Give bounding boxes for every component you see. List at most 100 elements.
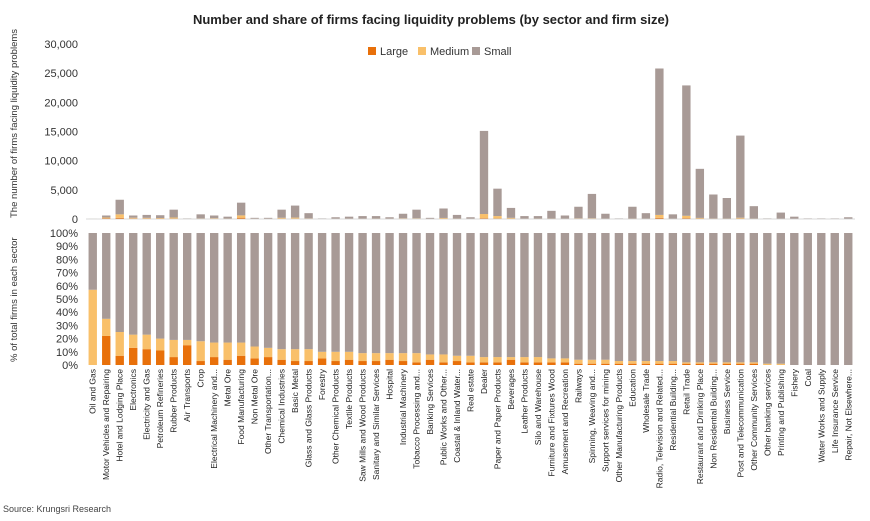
- top-bar-small: [776, 212, 785, 219]
- category-label: Banking Services: [425, 369, 435, 435]
- top-bar-small: [439, 208, 448, 218]
- top-bar-medium: [277, 217, 286, 219]
- share-bar-large: [641, 363, 651, 365]
- share-bar-small: [668, 233, 678, 362]
- top-bar-medium: [682, 215, 691, 219]
- share-bar-large: [722, 363, 732, 365]
- category-label: Hospital: [385, 369, 395, 400]
- source-note: Source: Krungsri Research: [3, 504, 111, 514]
- share-bar-medium: [749, 362, 758, 364]
- category-label: Spinning, Weaving and...: [587, 369, 597, 463]
- category-label: Water Works and Supply: [816, 368, 826, 462]
- bottom-y-tick-label: 40%: [56, 307, 78, 319]
- share-bar-small: [452, 233, 462, 356]
- top-bar-medium: [506, 217, 516, 219]
- top-bar-small: [668, 214, 678, 219]
- top-bar-small: [196, 214, 205, 219]
- share-bar-small: [628, 233, 637, 362]
- top-bar-small: [250, 217, 259, 219]
- category-label: Railways: [573, 369, 583, 403]
- top-bar-small: [749, 206, 758, 219]
- top-bar-small: [533, 216, 543, 219]
- share-bar-large: [736, 363, 745, 365]
- share-bar-small: [533, 233, 543, 358]
- share-bar-medium: [709, 362, 718, 364]
- share-bar-medium: [776, 363, 785, 365]
- top-bar-small: [156, 215, 165, 219]
- share-bar-large: [587, 363, 597, 365]
- category-label: Printing and Publishing: [776, 369, 786, 456]
- top-y-ticks: 0 5,000 10,000 15,000 20,000 25,000 30,000: [44, 39, 78, 226]
- top-bar-large: [655, 217, 664, 219]
- top-bar-small: [709, 194, 718, 219]
- share-bar-medium: [682, 362, 691, 364]
- legend-swatch-large: [368, 47, 376, 55]
- top-bar-medium: [587, 218, 597, 219]
- category-label: Basic Metal: [290, 369, 300, 413]
- top-bar-small: [142, 214, 151, 218]
- share-bar-large: [709, 363, 718, 365]
- bottom-y-ticks: 0%10%20% 30%40%50%60%70% 80%90%100%: [50, 228, 78, 372]
- top-bar-small: [102, 215, 111, 218]
- share-bar-large: [452, 361, 462, 365]
- share-bar-large: [129, 347, 138, 365]
- share-bar-medium: [331, 351, 340, 362]
- top-y-tick-label: 0: [72, 214, 78, 226]
- top-bar-small: [115, 199, 124, 215]
- share-bar-small: [682, 233, 691, 363]
- share-bar-medium: [385, 353, 394, 360]
- share-bar-small: [803, 233, 812, 365]
- share-bar-large: [290, 361, 300, 365]
- share-bar-small: [236, 233, 246, 343]
- legend-swatch-medium: [418, 47, 426, 55]
- top-y-tick-label: 5,000: [50, 185, 78, 197]
- top-bar-small: [493, 188, 502, 217]
- share-bar-medium: [183, 339, 192, 346]
- share-bar-medium: [574, 359, 583, 364]
- bottom-bars: [88, 233, 853, 365]
- category-label: Support services for mining: [600, 369, 610, 472]
- share-bar-large: [209, 357, 219, 365]
- top-bar-small: [425, 217, 435, 219]
- bottom-y-tick-label: 80%: [56, 254, 78, 266]
- top-y-tick-label: 10,000: [44, 156, 78, 168]
- top-bar-small: [412, 209, 421, 219]
- share-bar-large: [412, 362, 421, 365]
- share-bar-medium: [371, 353, 381, 362]
- share-bar-medium: [520, 357, 529, 363]
- share-bar-large: [655, 363, 664, 365]
- bottom-y-tick-label: 90%: [56, 241, 78, 253]
- share-bar-large: [304, 361, 313, 365]
- share-bar-medium: [317, 351, 327, 359]
- share-bar-large: [466, 362, 475, 365]
- top-bar-small: [290, 205, 300, 218]
- share-bar-small: [749, 233, 758, 363]
- share-bar-small: [506, 233, 516, 358]
- top-bar-medium: [115, 214, 124, 218]
- top-bar-small: [331, 217, 340, 219]
- category-label: Post and Telecommunication: [735, 369, 745, 478]
- category-label: Non Residential Building...: [708, 369, 718, 469]
- share-bar-medium: [425, 354, 435, 360]
- share-bar-medium: [479, 357, 489, 363]
- top-bar-small: [736, 135, 745, 218]
- share-bar-medium: [358, 353, 367, 362]
- share-bar-medium: [88, 289, 97, 365]
- top-y-tick-label: 15,000: [44, 127, 78, 139]
- share-bar-large: [263, 357, 273, 365]
- top-bar-small: [344, 216, 354, 219]
- category-label: Food Manufacturing: [236, 369, 246, 445]
- category-label: Electronics: [128, 369, 138, 411]
- top-bar-small: [574, 206, 583, 219]
- top-bar-small: [655, 68, 664, 215]
- share-bar-medium: [506, 357, 516, 360]
- category-label: Chemical Industries: [277, 369, 287, 444]
- category-label: Paper and Paper Products: [492, 369, 502, 469]
- share-bar-large: [183, 345, 192, 365]
- share-bar-small: [790, 233, 799, 365]
- category-label: Other Transportation...: [263, 369, 273, 454]
- share-bar-small: [223, 233, 232, 343]
- share-bar-small: [641, 233, 651, 362]
- share-bar-small: [776, 233, 785, 364]
- top-bar-small: [628, 206, 637, 219]
